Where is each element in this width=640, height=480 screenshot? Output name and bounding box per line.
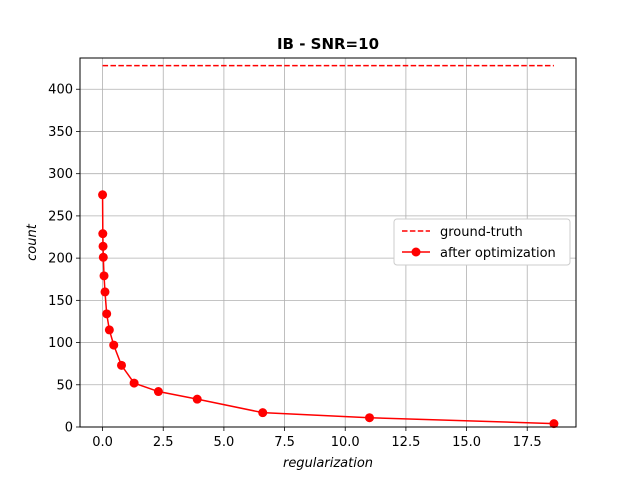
x-tick-label: 0.0 [92,435,113,450]
y-tick-label: 300 [48,167,73,182]
y-tick-label: 250 [48,209,73,224]
y-tick-label: 400 [48,83,73,98]
y-tick-label: 350 [48,125,73,140]
x-tick-label: 2.5 [153,435,174,450]
data-point-after-optimization [98,241,108,251]
x-tick-label: 7.5 [274,435,295,450]
data-point-after-optimization [192,394,202,404]
plot-frame [79,57,577,428]
y-axis-label: count [25,223,40,261]
x-tick-label: 15.0 [452,435,481,450]
data-point-after-optimization [109,340,119,350]
data-point-after-optimization [100,287,110,297]
data-point-after-optimization [364,413,374,423]
data-point-after-optimization [98,190,108,200]
axis-ticks: 0.0 2.5 5.0 7.5 10.0 12.5 15.0 17.5 0 50 100 150 200… [48,83,542,450]
x-axis-label: regularization [283,456,373,471]
y-tick-label: 150 [48,294,73,309]
x-tick-label: 5.0 [214,435,235,450]
y-tick-label: 100 [48,336,73,351]
data-point-after-optimization [98,229,108,239]
series-line-after-optimization [101,194,554,425]
chart-title: IB - SNR=10 [277,35,379,53]
data-point-after-optimization [129,378,139,388]
data-point-after-optimization [116,360,126,370]
y-tick-label: 0 [65,421,73,436]
x-tick-label: 12.5 [391,435,420,450]
legend-marker-after-optimization [411,247,421,257]
legend-label-after-optimization: after optimization [440,246,556,261]
y-tick-label: 50 [56,378,73,393]
data-point-after-optimization [549,419,559,429]
data-point-after-optimization [104,325,114,335]
y-tick-label: 200 [48,252,73,267]
data-point-after-optimization [98,252,108,262]
plot-series [98,64,559,429]
data-point-after-optimization [102,309,112,319]
data-point-after-optimization [99,271,109,281]
data-point-after-optimization [153,387,163,397]
legend-box [393,218,571,266]
x-tick-label: 17.5 [513,435,542,450]
x-tick-label: 10.0 [331,435,360,450]
data-point-after-optimization [258,408,268,418]
legend-label-ground-truth: ground-truth [440,225,523,240]
legend: ground-truth after optimization [393,218,571,266]
